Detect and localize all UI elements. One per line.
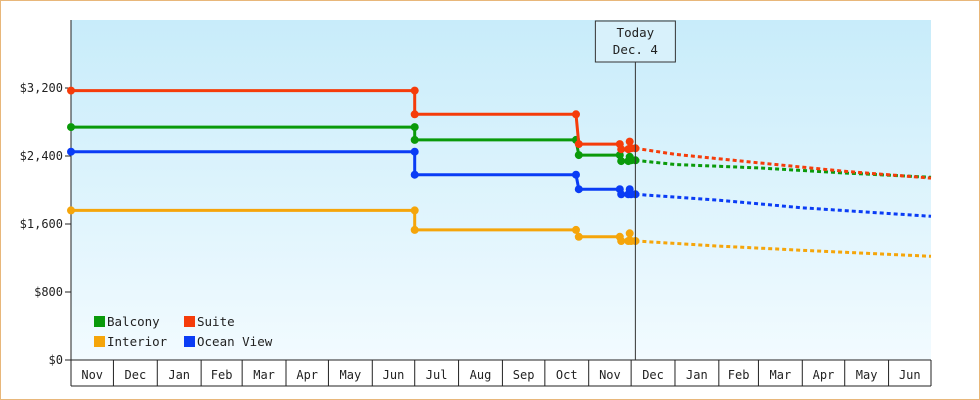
data-point-interior xyxy=(572,225,580,234)
legend-label-interior: Interior xyxy=(107,334,168,349)
legend-swatch-interior xyxy=(94,336,105,347)
x-tick-label: Sep xyxy=(513,368,535,382)
data-point-interior xyxy=(617,237,626,245)
x-tick-label: Feb xyxy=(211,368,233,382)
x-tick-label: Apr xyxy=(296,368,318,382)
data-point-balcony xyxy=(410,123,419,132)
legend: Balcony Suite Interior Ocean View xyxy=(94,314,273,349)
x-tick-label: Mar xyxy=(770,368,792,382)
series-ocean-view xyxy=(67,147,932,218)
x-tick-label: Jun xyxy=(899,368,921,382)
series-interior xyxy=(67,206,932,258)
forecast-line-suite xyxy=(635,146,932,180)
data-point-balcony xyxy=(410,135,419,144)
data-point-suite xyxy=(410,86,419,95)
data-point-suite xyxy=(625,137,634,146)
x-tick-label: May xyxy=(856,368,878,382)
data-point-ocean-view xyxy=(572,170,580,179)
legend-label-balcony: Balcony xyxy=(107,314,160,329)
data-point-balcony xyxy=(617,157,626,166)
data-point-suite xyxy=(617,145,626,154)
data-point-ocean-view xyxy=(617,190,626,199)
x-tick-label: Feb xyxy=(728,368,750,382)
x-tick-label: Jul xyxy=(426,368,448,382)
series-layer xyxy=(67,86,932,258)
x-tick-label: Jan xyxy=(686,368,708,382)
data-point-suite xyxy=(574,140,583,149)
data-point-suite xyxy=(410,110,419,119)
today-marker: Today Dec. 4 xyxy=(594,20,676,360)
legend-swatch-ocean-view xyxy=(184,336,195,347)
data-point-balcony xyxy=(574,151,583,160)
y-tick-label: $800 xyxy=(34,285,63,299)
x-tick-label: Dec xyxy=(642,368,664,382)
x-tick-label: Dec xyxy=(125,368,147,382)
y-tick-label: $3,200 xyxy=(20,81,63,95)
data-point-interior xyxy=(410,206,419,215)
x-tick-label: Nov xyxy=(81,368,103,382)
data-point-ocean-view xyxy=(574,185,583,194)
today-date: Dec. 4 xyxy=(613,42,658,57)
y-tick-label: $0 xyxy=(49,353,63,367)
y-tick-label: $2,400 xyxy=(20,149,63,163)
data-point-interior xyxy=(410,225,419,234)
forecast-line-interior xyxy=(635,239,932,258)
x-axis: Nov Dec Jan Feb Mar Apr May Jun Jul Aug Sep Oct Nov D… xyxy=(70,359,932,387)
forecast-line-ocean-view xyxy=(635,192,932,218)
legend-label-ocean-view: Ocean View xyxy=(197,334,273,349)
legend-swatch-balcony xyxy=(94,316,105,327)
data-point-ocean-view xyxy=(67,147,75,156)
x-tick-label: Mar xyxy=(253,368,275,382)
today-label: Today xyxy=(617,25,655,40)
data-point-ocean-view xyxy=(410,147,419,156)
y-tick-label: $1,600 xyxy=(20,217,63,231)
data-point-balcony xyxy=(67,123,75,132)
x-tick-label: Jun xyxy=(383,368,405,382)
legend-label-suite: Suite xyxy=(197,314,235,329)
x-tick-label: Nov xyxy=(599,368,621,382)
x-tick-label: Oct xyxy=(556,368,578,382)
data-point-interior xyxy=(574,232,583,241)
data-point-suite xyxy=(67,86,75,95)
x-tick-label: Apr xyxy=(813,368,835,382)
data-point-interior xyxy=(625,229,634,238)
series-suite xyxy=(67,86,932,180)
y-axis: $0 $800 $1,600 $2,400 $3,200 xyxy=(20,20,72,367)
legend-swatch-suite xyxy=(184,316,195,327)
x-tick-label: Aug xyxy=(470,368,492,382)
data-point-suite xyxy=(572,110,580,119)
x-tick-label: May xyxy=(340,368,362,382)
today-callout-box xyxy=(594,20,676,63)
plot-area xyxy=(71,20,931,360)
data-point-interior xyxy=(67,206,75,215)
x-tick-label: Jan xyxy=(168,368,190,382)
data-point-ocean-view xyxy=(410,170,419,179)
